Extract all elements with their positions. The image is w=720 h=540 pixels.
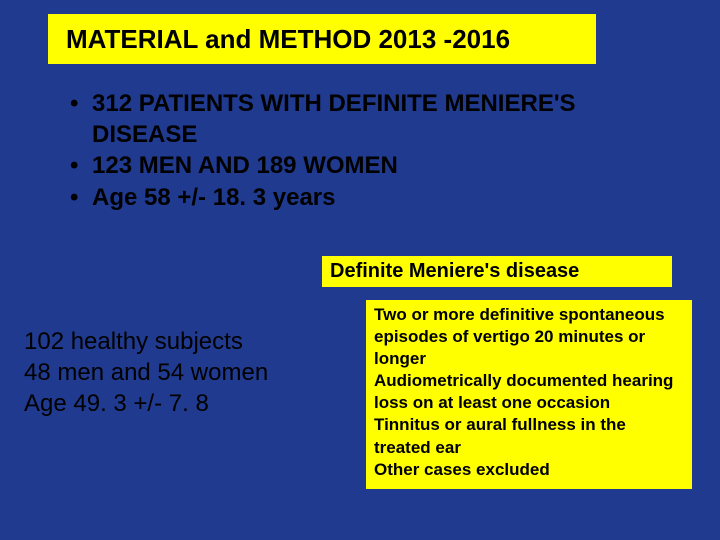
healthy-line: Age 49. 3 +/- 7. 8 [24, 388, 304, 419]
bullet-text: 312 PATIENTS WITH DEFINITE MENIERE'S DIS… [92, 88, 630, 150]
bullet-row: • 312 PATIENTS WITH DEFINITE MENIERE'S D… [70, 88, 630, 150]
bullet-text: Age 58 +/- 18. 3 years [92, 182, 336, 213]
criteria-box: Two or more definitive spontaneous episo… [366, 300, 692, 489]
bullet-dot: • [70, 182, 92, 213]
definition-title-box: Definite Meniere's disease [322, 256, 672, 287]
bullet-dot: • [70, 150, 92, 181]
bullet-dot: • [70, 88, 92, 119]
healthy-subjects-box: 102 healthy subjects 48 men and 54 women… [20, 324, 308, 422]
definition-title: Definite Meniere's disease [330, 260, 579, 282]
main-bullets: • 312 PATIENTS WITH DEFINITE MENIERE'S D… [70, 88, 630, 213]
healthy-line: 48 men and 54 women [24, 357, 304, 388]
healthy-line: 102 healthy subjects [24, 326, 304, 357]
criteria-item: Tinnitus or aural fullness in the treate… [374, 414, 684, 458]
bullet-text: 123 MEN AND 189 WOMEN [92, 150, 398, 181]
criteria-item: Other cases excluded [374, 459, 684, 481]
bullet-row: • Age 58 +/- 18. 3 years [70, 182, 630, 213]
criteria-item: Two or more definitive spontaneous episo… [374, 304, 684, 370]
title-box: MATERIAL and METHOD 2013 -2016 [48, 14, 596, 64]
slide-title: MATERIAL and METHOD 2013 -2016 [66, 24, 510, 55]
bullet-row: • 123 MEN AND 189 WOMEN [70, 150, 630, 181]
criteria-item: Audiometrically documented hearing loss … [374, 370, 684, 414]
